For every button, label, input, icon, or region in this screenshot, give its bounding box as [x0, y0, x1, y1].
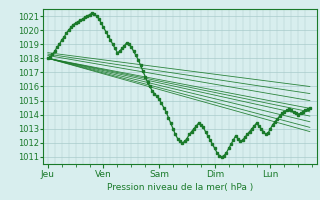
X-axis label: Pression niveau de la mer( hPa ): Pression niveau de la mer( hPa ) [107, 183, 253, 192]
